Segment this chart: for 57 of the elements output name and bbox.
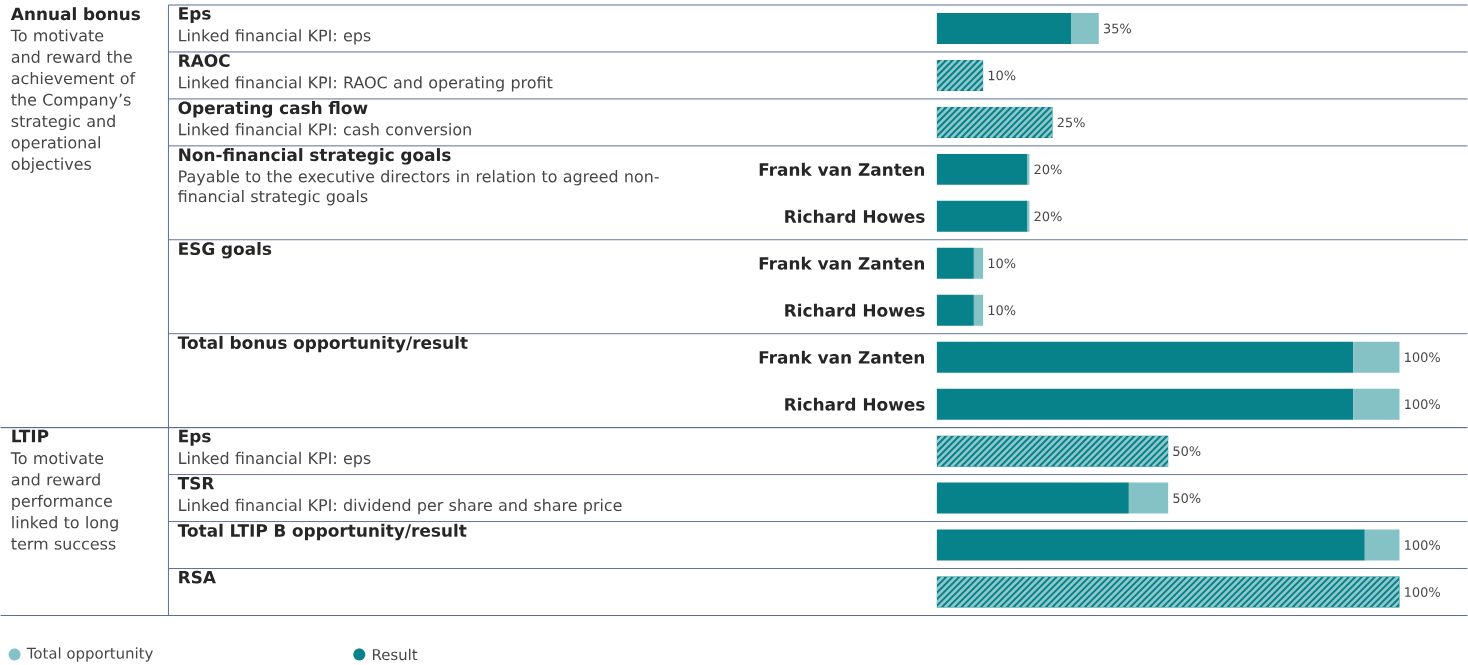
text: Eps [179,429,211,446]
bar [1353,341,1400,373]
text: Linked financial KPI: dividend per share and share price [179,498,622,514]
bar [936,247,974,279]
y-tick-label: Richard Howes [785,209,925,223]
bar [936,294,974,326]
legend-label: Total opportunity [26,647,153,662]
total-label: 20% [1034,211,1062,222]
bar [936,12,1072,44]
bar [936,341,1354,373]
bar [973,247,984,279]
text: LTIP [12,429,49,442]
text: Operating cash flow [178,100,368,118]
total-label: 100% [1405,352,1440,362]
text: Linked financial KPI: eps [179,28,371,45]
text: Linked financial KPI: cash conversion [179,122,471,136]
bar [936,529,1365,561]
text: Annual bonus [10,6,141,21]
bar [936,482,1129,514]
text: To motivate and reward the achievement of the Company’s strategic and operational objectives [10,28,136,173]
text: To motivate and reward performance linked to long term success [10,451,118,550]
bar [973,294,984,326]
text: Linked financial KPI: eps [179,451,371,468]
y-tick-label: Frank van Zanten [759,162,925,176]
total-label: 20% [1034,164,1062,175]
y-tick-label: Richard Howes [785,303,925,317]
bar [936,200,1028,232]
legend-label: Result [372,648,418,661]
text: Payable to the executive directors in relation to agreed non-financial strategic goals [178,169,659,206]
y-tick-label: Richard Howes [785,397,925,411]
text: RAOC [179,53,230,67]
text: Eps [179,6,211,23]
total-label: 50% [1173,493,1201,503]
bar [1128,482,1169,514]
bar [936,388,1354,420]
total-label: 100% [1405,539,1440,550]
y-tick-label: Frank van Zanten [759,350,925,364]
bar [936,153,1028,185]
total-label: 100% [1405,399,1440,409]
total-label: 10% [988,70,1016,81]
text: Non-financial strategic goals [179,147,451,165]
total-label: 100% [1405,586,1440,597]
total-label: 25% [1057,117,1085,128]
text: ESG goals [179,241,272,259]
total-label: 50% [1173,446,1201,456]
total-label: 10% [988,305,1016,315]
text: Linked financial KPI: RAOC and operating profit [179,75,553,92]
total-label: 10% [988,258,1016,268]
text: Total bonus opportunity/result [177,335,468,353]
bar [1364,529,1400,561]
text: TSR [177,476,215,490]
y-tick-label: Frank van Zanten [759,256,925,270]
total-label: 35% [1103,23,1132,34]
bar [1071,12,1099,44]
bar [1353,388,1400,420]
text: RSA [179,570,216,584]
text: Total LTIP B opportunity/result [177,523,467,541]
